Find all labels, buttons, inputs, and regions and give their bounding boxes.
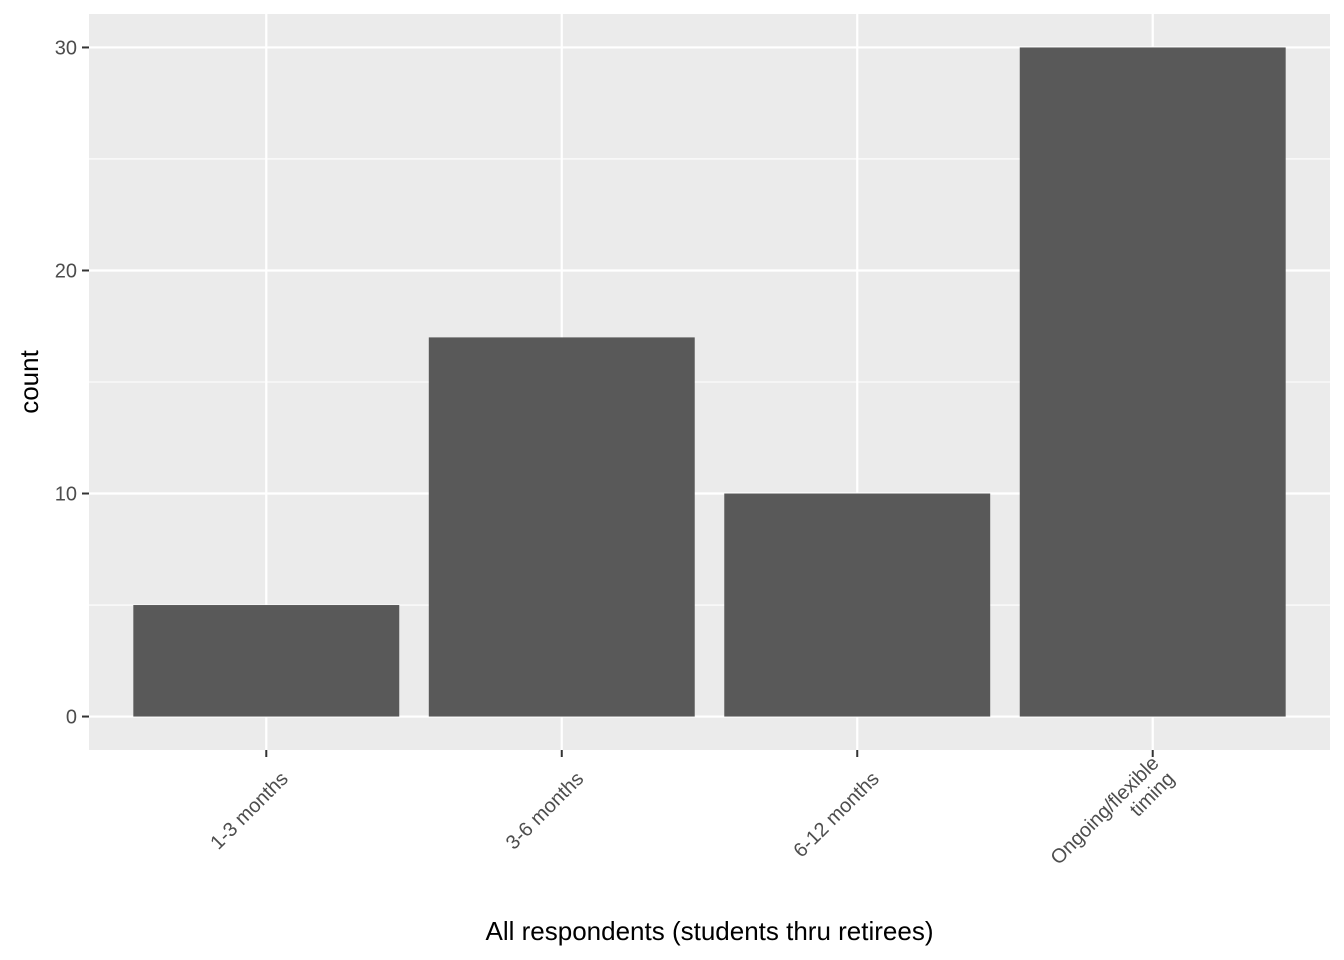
x-axis-title: All respondents (students thru retirees) bbox=[486, 916, 934, 946]
x-tick-label-line: 3-6 months bbox=[502, 768, 588, 854]
bar bbox=[1019, 47, 1286, 717]
y-axis: 0 10 20 30 bbox=[55, 37, 89, 729]
x-tick-label: 3-6 months bbox=[502, 768, 588, 854]
x-tick-label-line: 6-12 months bbox=[790, 768, 884, 862]
y-tick-label: 10 bbox=[55, 484, 77, 506]
bars bbox=[133, 47, 1286, 717]
x-tick-label-line: 1-3 months bbox=[206, 768, 292, 854]
y-tick-label: 0 bbox=[66, 707, 77, 729]
x-axis: 1-3 months 3-6 months 6-12 months Ongoing/f… bbox=[206, 750, 1180, 885]
y-axis-title: count bbox=[14, 349, 44, 413]
bar bbox=[428, 337, 695, 717]
x-tick-label: 1-3 months bbox=[206, 768, 292, 854]
x-tick-label: Ongoing/flexibletiming bbox=[1047, 752, 1180, 885]
bar bbox=[133, 605, 400, 717]
y-tick-label: 20 bbox=[55, 260, 77, 282]
x-tick-label: 6-12 months bbox=[790, 768, 884, 862]
bar bbox=[724, 493, 991, 717]
y-tick-label: 30 bbox=[55, 37, 77, 59]
